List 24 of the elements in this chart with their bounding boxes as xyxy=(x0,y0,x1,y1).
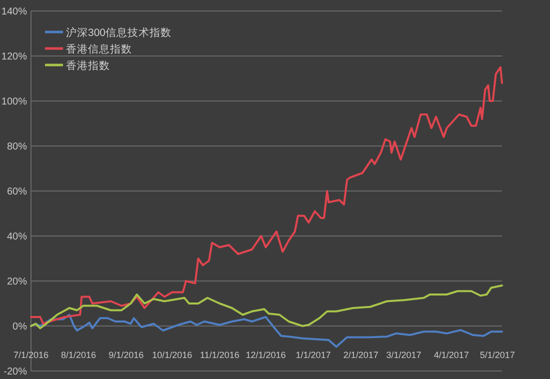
x-tick-label: 10/1/2016 xyxy=(152,350,192,360)
legend-label: 香港信息指数 xyxy=(66,42,132,56)
y-tick-label: 0% xyxy=(12,322,28,332)
legend-label: 香港指数 xyxy=(66,59,110,72)
x-tick-label: 9/1/2016 xyxy=(108,350,144,360)
y-tick-label: 100% xyxy=(1,96,28,108)
x-tick-label: 5/1/2017 xyxy=(480,350,515,360)
legend-label: 沪深300信息技术指数 xyxy=(66,26,172,39)
y-tick-label: 140% xyxy=(1,6,28,18)
y-tick-label: 20% xyxy=(6,276,28,288)
x-tick-label: 12/1/2016 xyxy=(246,350,286,360)
x-tick-label: 2/1/2017 xyxy=(343,350,378,360)
x-tick-label: 7/1/2016 xyxy=(13,350,49,360)
y-tick-label: 40% xyxy=(6,232,28,242)
x-tick-label: 4/1/2017 xyxy=(434,350,469,360)
x-tick-label: 1/1/2017 xyxy=(296,350,331,360)
x-tick-label: 3/1/2017 xyxy=(386,350,422,360)
y-tick-label: 120% xyxy=(1,52,28,62)
y-tick-label: -20% xyxy=(4,366,28,378)
line-series xyxy=(30,284,503,330)
y-tick-label: 60% xyxy=(6,186,28,198)
x-tick-label: 8/1/2016 xyxy=(61,350,96,360)
x-tick-label: 11/1/2016 xyxy=(200,350,240,360)
y-tick-label: 80% xyxy=(6,142,28,152)
